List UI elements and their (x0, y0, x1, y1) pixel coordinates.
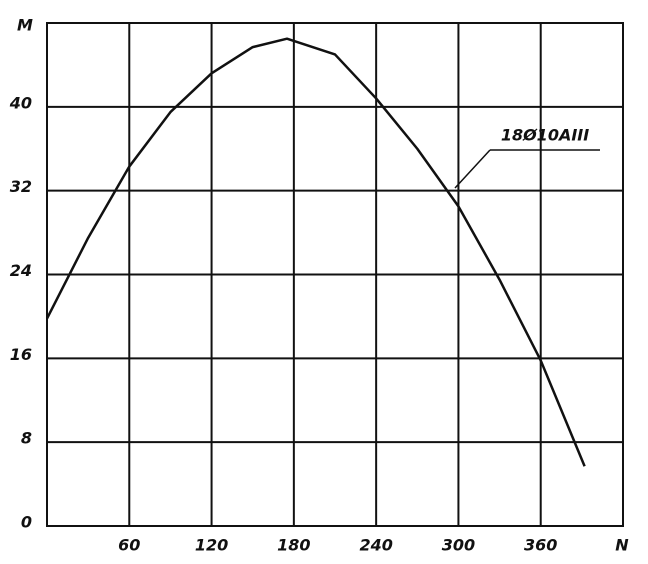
y-tick-label: 16 (10, 345, 32, 364)
x-axis-label: N (615, 536, 629, 555)
x-tick-label: 360 (524, 536, 557, 555)
y-tick-label: 24 (10, 261, 32, 280)
x-tick-label: 60 (118, 536, 140, 555)
annotation: 18Ø10AIII (501, 126, 589, 145)
y-tick-label: 8 (21, 429, 32, 448)
y-tick-label: 0 (21, 513, 32, 532)
annotation-leader (454, 149, 491, 189)
y-axis-label: M (17, 16, 33, 35)
x-tick-label: 300 (442, 536, 475, 555)
x-tick-label: 180 (277, 536, 310, 555)
x-tick-label: 120 (195, 536, 228, 555)
curve (45, 37, 586, 467)
y-tick-label: 32 (10, 177, 32, 196)
x-tick-label: 240 (359, 536, 392, 555)
y-tick-label: 40 (9, 93, 32, 112)
